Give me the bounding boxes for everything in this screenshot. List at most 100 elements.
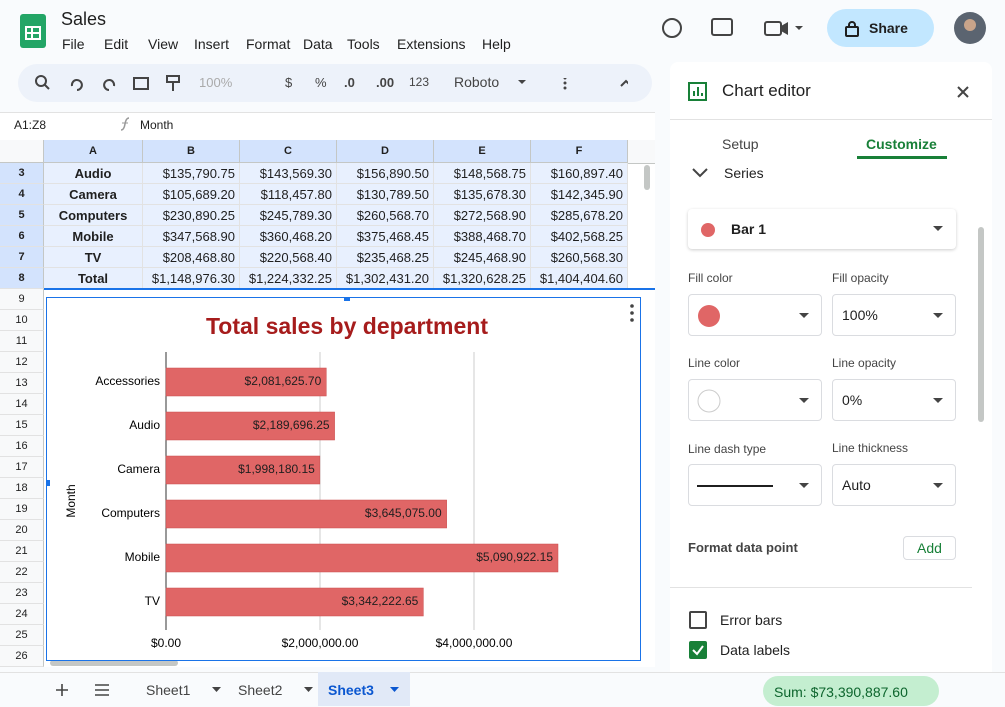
percent-format[interactable]: % [315,75,327,90]
menu-item[interactable]: Data [303,36,333,52]
zoom[interactable]: 100% [199,75,233,90]
row-header[interactable]: 8 [0,268,44,289]
cell[interactable]: $360,468.20 [240,226,337,247]
column-header[interactable]: A [44,140,143,163]
cell[interactable]: $135,678.30 [434,184,531,205]
menu-item[interactable]: Tools [347,36,380,52]
cell[interactable]: $220,568.40 [240,247,337,268]
row-header[interactable]: 6 [0,226,44,247]
sheets-logo[interactable] [20,14,48,50]
row-header[interactable]: 7 [0,247,44,268]
scrollbar[interactable] [644,165,650,190]
row-header[interactable]: 26 [0,646,44,667]
cell[interactable]: $260,568.30 [531,247,628,268]
cell[interactable]: $245,789.30 [240,205,337,226]
menu-item[interactable]: Insert [194,36,230,52]
setup-tab[interactable]: Setup [722,136,759,152]
error-bars-checkbox[interactable] [689,611,707,629]
dash-type-select[interactable] [688,464,822,506]
cell[interactable]: $388,468.70 [434,226,531,247]
cell[interactable]: $235,468.25 [337,247,434,268]
font-family[interactable]: Roboto [454,74,500,90]
cell[interactable]: $230,890.25 [143,205,240,226]
cell[interactable]: $1,148,976.30 [143,268,240,289]
menu-item[interactable]: Format [246,36,291,52]
cell[interactable]: $402,568.25 [531,226,628,247]
cell[interactable]: $148,568.75 [434,163,531,184]
row-header[interactable]: 24 [0,604,44,625]
line-opacity-select[interactable]: 0% [832,379,956,421]
row-header[interactable]: 21 [0,541,44,562]
row-header[interactable]: 12 [0,352,44,373]
cell[interactable]: $160,897.40 [531,163,628,184]
cell[interactable]: Computers [44,205,143,226]
fill-opacity-select[interactable]: 100% [832,294,956,336]
add-button[interactable]: Add [903,536,956,560]
cell[interactable]: $1,320,628.25 [434,268,531,289]
fill-color-picker[interactable] [688,294,822,336]
row-header[interactable]: 19 [0,499,44,520]
row-header[interactable]: 13 [0,373,44,394]
doc-title[interactable]: Sales [61,9,107,29]
sum-chip[interactable]: Sum: $73,390,887.60 [763,676,939,706]
dot[interactable] [630,304,634,308]
cell[interactable]: $272,568.90 [434,205,531,226]
menu-item[interactable]: File [62,36,85,52]
row-header[interactable]: 23 [0,583,44,604]
cell[interactable]: $118,457.80 [240,184,337,205]
chart[interactable]: Total sales by department Month $0.00 $2,00… [46,297,641,661]
column-header[interactable]: C [240,140,337,163]
column-header[interactable]: D [337,140,434,163]
increase-decimal[interactable]: .00 [376,75,395,90]
cell[interactable]: $105,689.20 [143,184,240,205]
scrollbar[interactable] [50,660,178,666]
row-header[interactable]: 18 [0,478,44,499]
cell[interactable]: Audio [44,163,143,184]
cell[interactable]: $375,468.45 [337,226,434,247]
dot[interactable] [630,318,634,322]
more-formats[interactable]: 123 [409,75,430,89]
row-header[interactable]: 11 [0,331,44,352]
column-header[interactable]: E [434,140,531,163]
cell[interactable]: $142,345.90 [531,184,628,205]
row-header[interactable]: 4 [0,184,44,205]
currency-format[interactable]: $ [285,75,293,90]
row-header[interactable]: 22 [0,562,44,583]
row-header[interactable]: 10 [0,310,44,331]
menu-item[interactable]: Edit [104,36,129,52]
cell[interactable]: Mobile [44,226,143,247]
close-button[interactable] [957,86,969,98]
sheet-tab[interactable]: Sheet1 [126,672,221,706]
avatar[interactable] [954,12,986,44]
column-header[interactable]: B [143,140,240,163]
cell[interactable]: $156,890.50 [337,163,434,184]
line-color-picker[interactable] [688,379,822,421]
cell[interactable]: $1,224,332.25 [240,268,337,289]
cell[interactable]: $208,468.80 [143,247,240,268]
scrollbar[interactable] [978,227,984,422]
menu-item[interactable]: Help [482,36,511,52]
row-header[interactable]: 16 [0,436,44,457]
menu-item[interactable]: Extensions [397,36,466,52]
cell[interactable]: $135,790.75 [143,163,240,184]
share-button[interactable]: Share [827,9,934,47]
formula-content[interactable]: Month [140,118,174,132]
dot[interactable] [630,311,634,315]
cell[interactable]: Camera [44,184,143,205]
cell[interactable]: $260,568.70 [337,205,434,226]
row-header[interactable]: 9 [0,289,44,310]
data-labels-checkbox[interactable] [689,641,707,659]
cell[interactable]: $245,468.90 [434,247,531,268]
row-header[interactable]: 20 [0,520,44,541]
cell[interactable]: Total [44,268,143,289]
section-title[interactable]: Series [724,165,764,181]
customize-tab[interactable]: Customize [866,136,937,152]
cell[interactable]: TV [44,247,143,268]
line-thickness-select[interactable]: Auto [832,464,956,506]
sheet-tab[interactable]: Sheet3 [318,672,410,706]
sheet-tab[interactable]: Sheet2 [218,672,313,706]
expand-icon[interactable] [692,167,708,179]
menu-item[interactable]: View [148,36,179,52]
column-header[interactable]: F [531,140,628,163]
name-box[interactable]: A1:Z8 [14,118,47,132]
